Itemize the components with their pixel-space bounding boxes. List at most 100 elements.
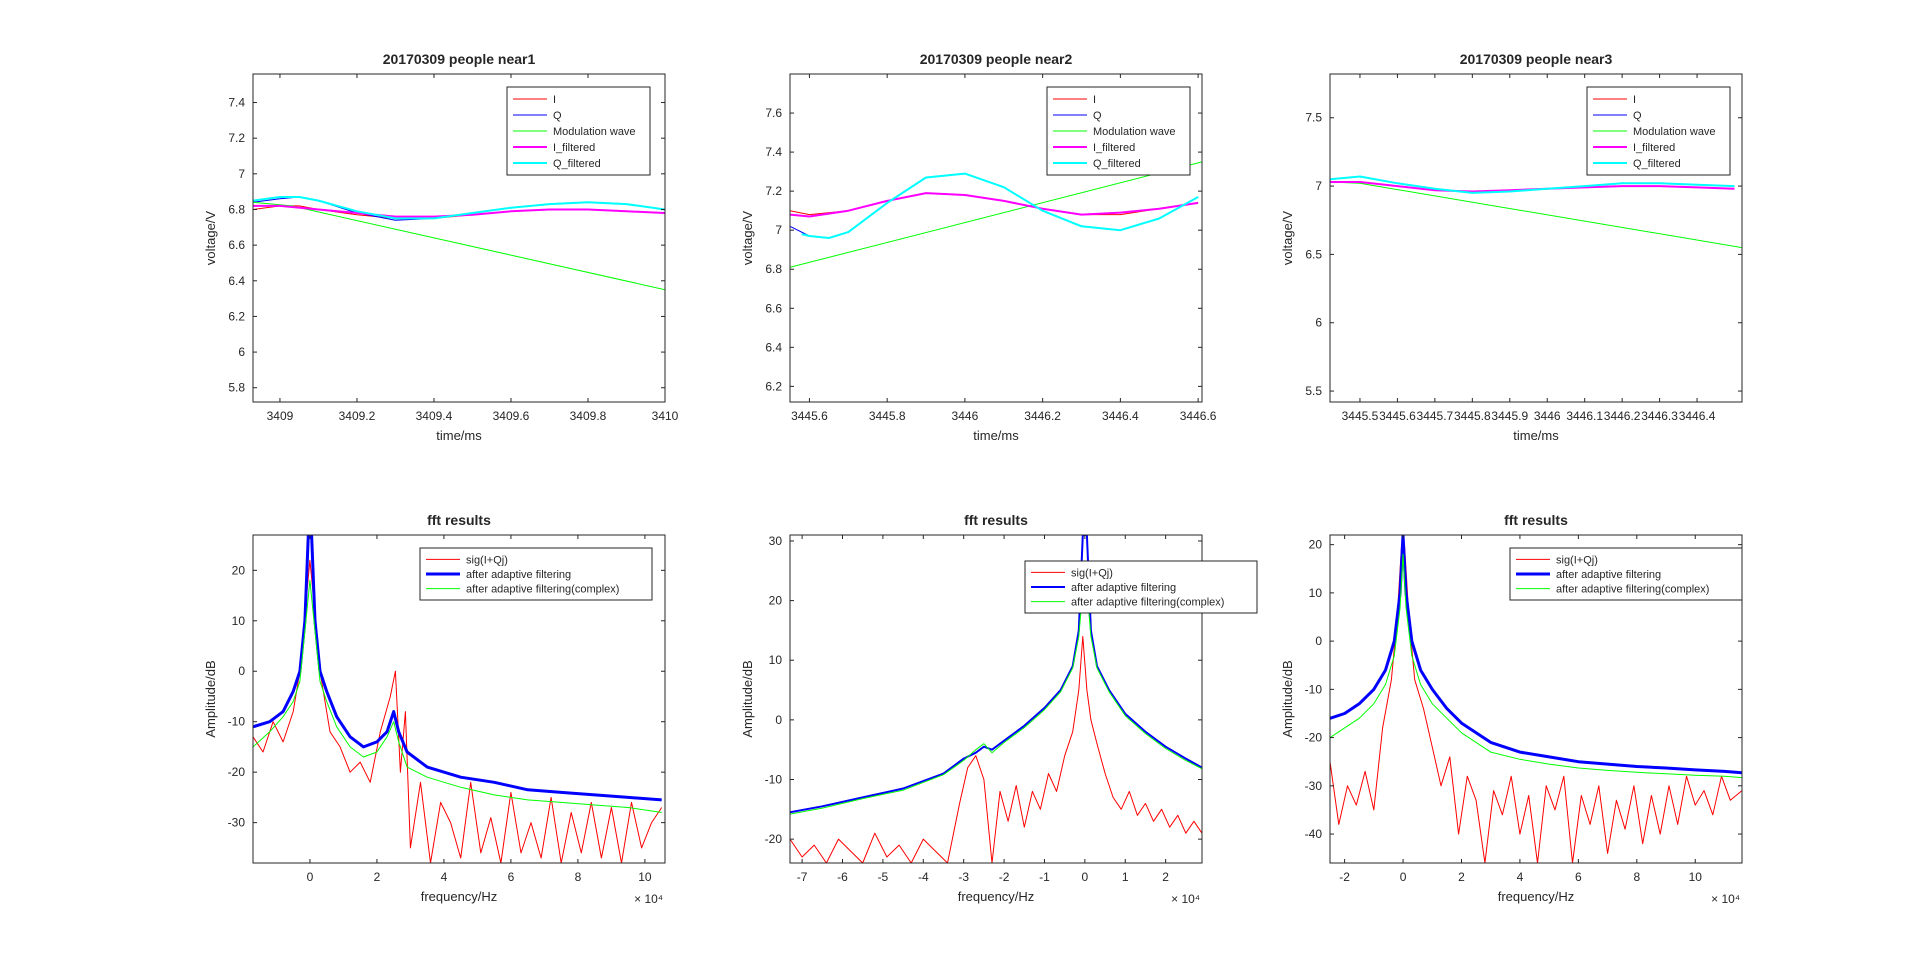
series-line-after-adaptive-filtering-complex (790, 564, 1202, 815)
x-tick-label: -3 (958, 870, 969, 884)
legend-entry: after adaptive filtering(complex) (1556, 584, 1709, 596)
y-tick-label: 6.8 (228, 202, 245, 216)
y-tick-label: 6.2 (765, 379, 782, 393)
legend-entry: after adaptive filtering (466, 569, 571, 581)
x-tick-label: 3409.4 (416, 409, 453, 423)
legend-entry: Q (1633, 110, 1642, 122)
series-line-after-adaptive-filtering (253, 535, 662, 802)
y-tick-label: 20 (769, 594, 783, 608)
axes-2: 3445.6 3445.8 3446 3446.2 3446.4 3446.6 6.2 6.4… (740, 51, 1217, 443)
axes-box (1329, 73, 1743, 403)
legend-entry: Q (553, 110, 562, 122)
x-tick-label: 3410 (652, 409, 679, 423)
x-tick-label: -2 (1339, 870, 1350, 884)
y-tick-label: -20 (228, 765, 246, 779)
y-tick-label: 10 (232, 614, 246, 628)
y-tick-label: 7.4 (765, 145, 782, 159)
x-tick-label: 6 (1575, 870, 1582, 884)
legend: sig(I+Qj) after adaptive filtering after a… (1024, 560, 1258, 614)
x-tick-label: 3445.8 (1454, 409, 1491, 423)
x-axis-label: time/ms (436, 428, 482, 443)
series-group (790, 161, 1202, 268)
legend-box (1586, 86, 1731, 176)
x-tick-label: 4 (1517, 870, 1524, 884)
x-tick-label: 3446 (952, 409, 979, 423)
y-tick-label: 6.4 (765, 340, 782, 354)
y-tick-label: 10 (1309, 586, 1323, 600)
x-tick-label: 3445.9 (1491, 409, 1528, 423)
series-line-sig-i-qj (790, 635, 1202, 863)
y-tick-label: -10 (765, 773, 783, 787)
legend-entry: Modulation wave (1093, 126, 1176, 138)
legend-entry: after adaptive filtering(complex) (1071, 597, 1224, 609)
legend: IQ Modulation wave I_filtered Q_filtered (506, 86, 651, 176)
y-tick-label: 6 (238, 345, 245, 359)
legend-entry: I (1633, 94, 1636, 106)
y-tick-label: 0 (775, 713, 782, 727)
axes-box (1329, 534, 1743, 864)
legend-entry: Q_filtered (553, 158, 601, 170)
x-axis-label: time/ms (1513, 428, 1559, 443)
x-tick-label: 3446.2 (1024, 409, 1061, 423)
x-tick-label: 3445.5 (1342, 409, 1379, 423)
x-tick-label: 3445.7 (1417, 409, 1454, 423)
axes-box (252, 534, 666, 864)
y-tick-label: 10 (769, 653, 783, 667)
x-tick-label: 0 (307, 870, 314, 884)
x-tick-label: 6 (508, 870, 515, 884)
legend-entry: sig(I+Qj) (1071, 567, 1113, 579)
x-tick-label: -5 (878, 870, 889, 884)
x-tick-label: 10 (1689, 870, 1703, 884)
y-tick-label: -10 (228, 715, 246, 729)
series-line-q-filtered (253, 196, 665, 220)
y-axis-label: voltage/V (740, 211, 755, 266)
legend-entry: Q_filtered (1633, 158, 1681, 170)
y-axis-label: Amplitude/dB (203, 660, 218, 737)
y-tick-label: 7 (1315, 179, 1322, 193)
y-tick-label: 6 (1315, 316, 1322, 330)
x-axis-label: frequency/Hz (1498, 889, 1575, 904)
y-tick-label: 5.8 (228, 381, 245, 395)
x-axis-label: frequency/Hz (421, 889, 498, 904)
chart-title: fft results (964, 512, 1028, 528)
y-tick-label: 7.2 (765, 184, 782, 198)
series-line-after-adaptive-filtering (790, 535, 1202, 814)
axes-box (789, 73, 1203, 403)
y-tick-label: 6.8 (765, 262, 782, 276)
x-tick-label: -4 (918, 870, 929, 884)
x-tick-label: 2 (1458, 870, 1465, 884)
legend: IQ Modulation wave I_filtered Q_filtered (1046, 86, 1191, 176)
x-tick-label: 3446.4 (1102, 409, 1139, 423)
legend-entry: sig(I+Qj) (466, 554, 508, 566)
y-tick-label: 6.6 (765, 301, 782, 315)
x-tick-label: 8 (575, 870, 582, 884)
series-group (253, 196, 665, 291)
legend-entry: after adaptive filtering(complex) (466, 584, 619, 596)
x-tick-label: 1 (1122, 870, 1129, 884)
legend-entry: after adaptive filtering (1556, 569, 1661, 581)
y-tick-label: 7.4 (228, 96, 245, 110)
legend-entry: I_filtered (1633, 142, 1675, 154)
x-tick-label: 2 (374, 870, 381, 884)
x-tick-label: 3409.2 (339, 409, 376, 423)
legend-entry: Modulation wave (1633, 126, 1716, 138)
y-tick-label: -10 (1305, 682, 1323, 696)
x-tick-label: 8 (1633, 870, 1640, 884)
series-group (253, 535, 663, 863)
y-tick-label: -20 (1305, 731, 1323, 745)
y-axis-label: Amplitude/dB (740, 660, 755, 737)
x-tick-label: -7 (797, 870, 808, 884)
x-axis-label: frequency/Hz (958, 889, 1035, 904)
y-tick-label: 6.5 (1305, 247, 1322, 261)
series-line-after-adaptive-filtering-complex (1330, 553, 1742, 779)
y-tick-label: 30 (769, 534, 783, 548)
y-tick-label: 20 (1309, 538, 1323, 552)
y-axis-label: Amplitude/dB (1280, 660, 1295, 737)
x-tick-label: 3445.6 (1379, 409, 1416, 423)
x-tick-label: 3445.6 (791, 409, 828, 423)
series-line-after-adaptive-filtering (1330, 535, 1742, 775)
x-tick-label: 3446 (1534, 409, 1561, 423)
y-tick-label: 7 (238, 167, 245, 181)
y-tick-label: 20 (232, 563, 246, 577)
